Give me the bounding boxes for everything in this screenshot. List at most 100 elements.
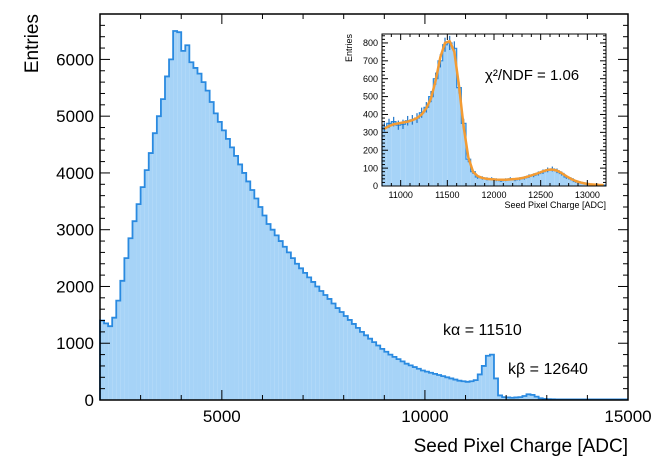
main-ticks bbox=[99, 13, 629, 401]
main-bar bbox=[441, 376, 446, 400]
inset-bar bbox=[405, 120, 410, 186]
inset-bar bbox=[494, 179, 499, 186]
inset-bar bbox=[424, 107, 429, 186]
main-bar bbox=[132, 221, 137, 400]
main-bar bbox=[201, 82, 206, 400]
chi2-ndf-label: χ²/NDF = 1.06 bbox=[485, 67, 579, 84]
inset-bar bbox=[442, 44, 448, 186]
main-x-tick-label: 5000 bbox=[203, 407, 241, 426]
inset-bar bbox=[503, 179, 508, 186]
inset-y-tick-label: 300 bbox=[363, 128, 378, 138]
main-bar bbox=[355, 327, 360, 400]
main-bar bbox=[258, 207, 263, 400]
main-bar bbox=[404, 363, 409, 400]
main-x-tick-label: 15000 bbox=[604, 407, 651, 426]
inset-bar bbox=[522, 177, 527, 186]
main-y-tick-label: 0 bbox=[85, 391, 94, 410]
main-bar bbox=[112, 317, 117, 400]
main-bar bbox=[278, 241, 283, 400]
main-y-tick-label: 3000 bbox=[56, 221, 94, 240]
main-bar bbox=[445, 377, 450, 400]
inset-y-tick-label: 500 bbox=[363, 92, 378, 102]
main-bar bbox=[461, 381, 466, 400]
main-histogram-outline bbox=[99, 30, 628, 401]
main-y-tick-label: 4000 bbox=[56, 164, 94, 183]
main-bar bbox=[498, 395, 503, 400]
inset-bar bbox=[428, 96, 434, 186]
main-bar bbox=[506, 397, 511, 400]
inset-bar bbox=[414, 118, 420, 186]
main-bar bbox=[457, 380, 462, 400]
main-bar bbox=[469, 381, 474, 400]
inset-bar bbox=[484, 178, 490, 186]
main-bar bbox=[327, 298, 332, 400]
main-bar bbox=[526, 394, 531, 400]
main-bar bbox=[368, 338, 373, 400]
inset-x-tick-label: 12500 bbox=[528, 190, 553, 200]
inset-bar bbox=[382, 126, 387, 186]
inset-bar bbox=[480, 177, 485, 186]
inset-bars bbox=[382, 42, 606, 187]
main-bar bbox=[514, 397, 519, 400]
main-bar bbox=[209, 101, 214, 400]
main-y-tick-label: 6000 bbox=[56, 50, 94, 69]
main-bar bbox=[408, 365, 413, 400]
main-bar bbox=[234, 155, 239, 400]
inset-bar bbox=[386, 123, 392, 186]
inset-bar bbox=[564, 177, 569, 186]
main-bar bbox=[128, 238, 133, 400]
main-bar bbox=[392, 356, 397, 400]
main-bar bbox=[140, 187, 145, 400]
main-y-axis-title: Entries bbox=[22, 14, 43, 73]
main-bar bbox=[465, 381, 470, 400]
main-bar bbox=[412, 367, 417, 400]
main-bar bbox=[307, 277, 312, 400]
main-bar bbox=[388, 354, 393, 400]
main-bar bbox=[424, 371, 429, 400]
main-bar bbox=[282, 246, 287, 400]
inset-bar bbox=[391, 121, 396, 186]
main-y-tick-label: 2000 bbox=[56, 277, 94, 296]
main-bar bbox=[136, 204, 141, 400]
main-bar bbox=[380, 348, 385, 400]
main-bar bbox=[197, 73, 202, 401]
inset-bar bbox=[550, 169, 555, 186]
main-bar bbox=[335, 308, 340, 400]
main-bar bbox=[262, 215, 267, 400]
inset-bar bbox=[554, 170, 560, 186]
main-bar bbox=[213, 113, 218, 401]
inset-y-tick-label: 600 bbox=[363, 74, 378, 84]
main-bar bbox=[522, 396, 527, 400]
main-bar bbox=[311, 281, 316, 400]
main-bar bbox=[274, 235, 279, 400]
main-bar bbox=[185, 45, 190, 401]
main-bar bbox=[242, 172, 247, 400]
inset-bar bbox=[545, 169, 550, 186]
main-bar bbox=[473, 380, 478, 400]
inset-ticks bbox=[381, 34, 607, 187]
main-bar bbox=[225, 138, 230, 400]
inset-bar bbox=[396, 125, 401, 186]
main-bar bbox=[160, 99, 165, 400]
main-bar bbox=[420, 370, 425, 400]
main-bar bbox=[376, 345, 381, 400]
inset-y-tick-label: 100 bbox=[363, 163, 378, 173]
inset-bar bbox=[559, 173, 564, 186]
main-bar bbox=[246, 181, 251, 400]
main-bar bbox=[481, 365, 486, 400]
inset-y-axis-title: Entries bbox=[344, 34, 354, 63]
inset-bar bbox=[498, 180, 504, 186]
main-bar bbox=[437, 375, 442, 400]
inset-bar bbox=[568, 178, 574, 186]
main-bar bbox=[254, 198, 259, 400]
main-bar bbox=[359, 331, 364, 400]
main-bar bbox=[299, 268, 304, 400]
inset-y-tick-label: 0 bbox=[373, 181, 378, 191]
inset-bar bbox=[573, 181, 578, 186]
main-bar bbox=[100, 320, 105, 400]
inset-x-axis-title: Seed Pixel Charge [ADC] bbox=[504, 200, 606, 210]
main-bar bbox=[339, 312, 344, 400]
inset-y-tick-label: 400 bbox=[363, 110, 378, 120]
